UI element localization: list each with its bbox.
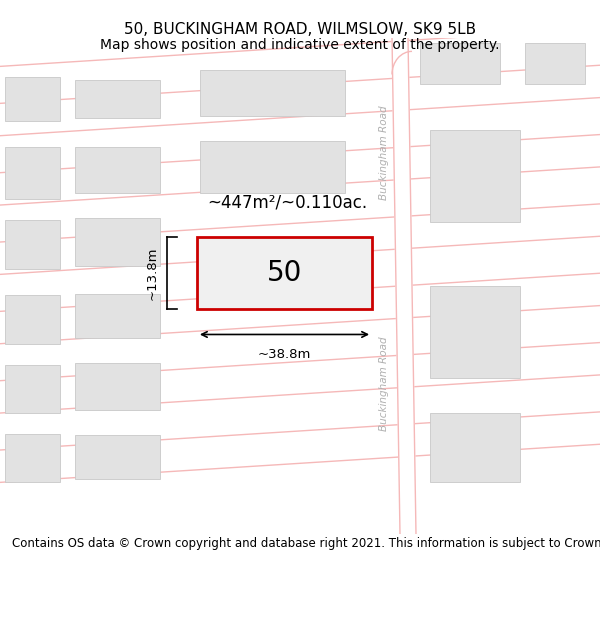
Bar [75, 363, 160, 409]
Text: ~447m²/~0.110ac.: ~447m²/~0.110ac. [207, 194, 367, 212]
Text: Map shows position and indicative extent of the property.: Map shows position and indicative extent… [100, 38, 500, 51]
Polygon shape [0, 204, 600, 274]
Polygon shape [0, 342, 600, 413]
Bar [5, 148, 60, 199]
Text: Buckingham Road: Buckingham Road [379, 106, 389, 201]
Polygon shape [0, 134, 600, 205]
Bar [525, 43, 585, 84]
Bar [197, 238, 372, 309]
Polygon shape [0, 0, 600, 66]
Text: 50: 50 [267, 259, 302, 288]
Bar [75, 435, 160, 479]
Bar [75, 217, 160, 266]
Text: Buckingham Road: Buckingham Road [379, 337, 389, 431]
Bar [75, 148, 160, 194]
Bar [5, 364, 60, 413]
Text: 50, BUCKINGHAM ROAD, WILMSLOW, SK9 5LB: 50, BUCKINGHAM ROAD, WILMSLOW, SK9 5LB [124, 22, 476, 38]
Polygon shape [0, 273, 600, 344]
Polygon shape [392, 38, 416, 534]
Bar [5, 220, 60, 269]
Bar [430, 413, 520, 482]
Polygon shape [0, 65, 600, 136]
Bar [5, 295, 60, 344]
Bar [200, 70, 345, 116]
Text: ~13.8m: ~13.8m [146, 246, 159, 300]
Bar [430, 286, 520, 378]
Bar [200, 141, 345, 194]
Polygon shape [0, 412, 600, 482]
Text: Contains OS data © Crown copyright and database right 2021. This information is : Contains OS data © Crown copyright and d… [12, 538, 600, 551]
Bar [430, 130, 520, 222]
Bar [420, 43, 500, 84]
Bar [5, 434, 60, 482]
Bar [75, 80, 160, 118]
Bar [5, 77, 60, 121]
Bar [75, 294, 160, 338]
Text: ~38.8m: ~38.8m [258, 348, 311, 361]
